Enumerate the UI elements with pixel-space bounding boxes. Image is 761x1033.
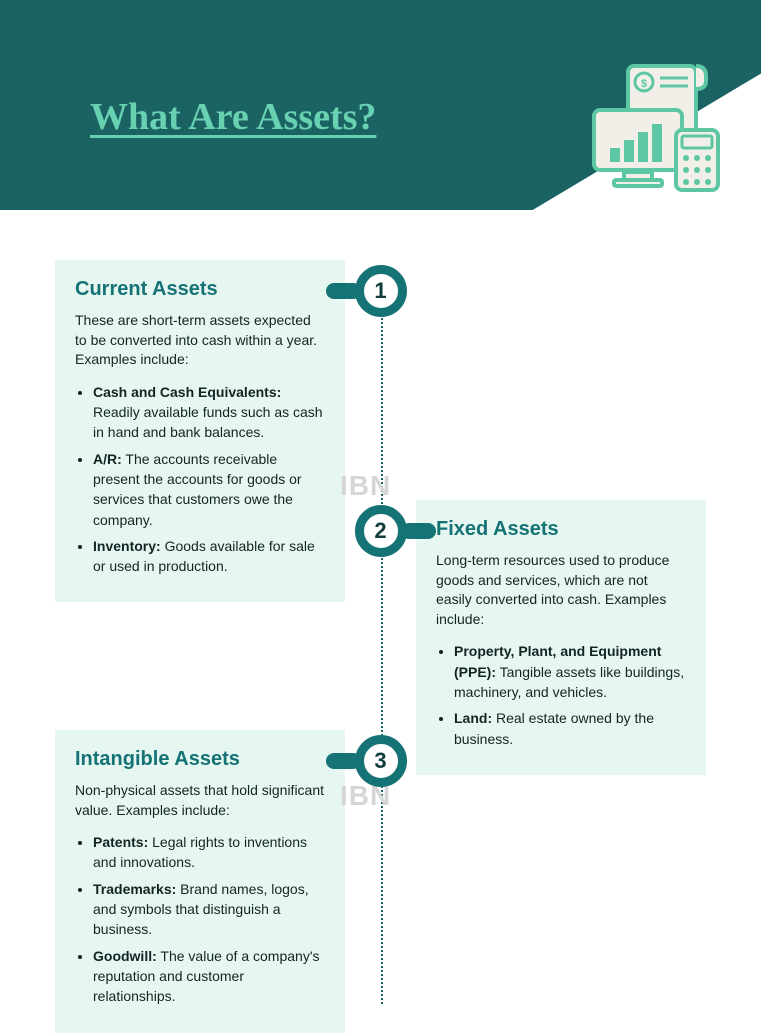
list-item-text: The accounts receivable present the acco… xyxy=(93,451,302,528)
list-item: Land: Real estate owned by the business. xyxy=(454,708,686,749)
list-item: Patents: Legal rights to inventions and … xyxy=(93,832,325,873)
section-card-1: Current Assets These are short-term asset… xyxy=(55,260,345,602)
section-list: Patents: Legal rights to inventions and … xyxy=(75,832,325,1006)
header: What Are Assets? $ xyxy=(0,0,761,210)
section-intro: These are short-term assets expected to … xyxy=(75,311,325,370)
section-list: Property, Plant, and Equipment (PPE): Ta… xyxy=(436,641,686,748)
list-item-label: Goodwill: xyxy=(93,948,157,964)
list-item-label: Land: xyxy=(454,710,492,726)
section-intro: Long-term resources used to produce good… xyxy=(436,551,686,629)
timeline-line xyxy=(381,285,383,1004)
section-heading: Current Assets xyxy=(75,278,325,301)
list-item-label: Trademarks: xyxy=(93,881,176,897)
list-item: Trademarks: Brand names, logos, and symb… xyxy=(93,879,325,940)
list-item: Inventory: Goods available for sale or u… xyxy=(93,536,325,577)
list-item: Cash and Cash Equivalents: Readily avail… xyxy=(93,382,325,443)
finance-report-icon: $ xyxy=(576,60,726,200)
list-item: Goodwill: The value of a company's reput… xyxy=(93,946,325,1007)
list-item: Property, Plant, and Equipment (PPE): Ta… xyxy=(454,641,686,702)
section-heading: Fixed Assets xyxy=(436,518,686,541)
watermark: IBN xyxy=(340,470,391,502)
page-title: What Are Assets? xyxy=(90,95,376,139)
list-item: A/R: The accounts receivable present the… xyxy=(93,449,325,530)
svg-text:$: $ xyxy=(641,78,647,90)
list-item-label: Inventory: xyxy=(93,538,161,554)
step-badge-2: 2 xyxy=(355,505,407,557)
step-badge-1: 1 xyxy=(355,265,407,317)
list-item-label: Cash and Cash Equivalents: xyxy=(93,384,281,400)
section-list: Cash and Cash Equivalents: Readily avail… xyxy=(75,382,325,577)
section-card-2: Fixed Assets Long-term resources used to … xyxy=(416,500,706,775)
list-item-text: Readily available funds such as cash in … xyxy=(93,404,323,440)
section-card-3: Intangible Assets Non-physical assets tha… xyxy=(55,730,345,1033)
section-heading: Intangible Assets xyxy=(75,748,325,771)
section-intro: Non-physical assets that hold significan… xyxy=(75,781,325,820)
list-item-label: A/R: xyxy=(93,451,122,467)
list-item-label: Patents: xyxy=(93,834,148,850)
step-badge-3: 3 xyxy=(355,735,407,787)
